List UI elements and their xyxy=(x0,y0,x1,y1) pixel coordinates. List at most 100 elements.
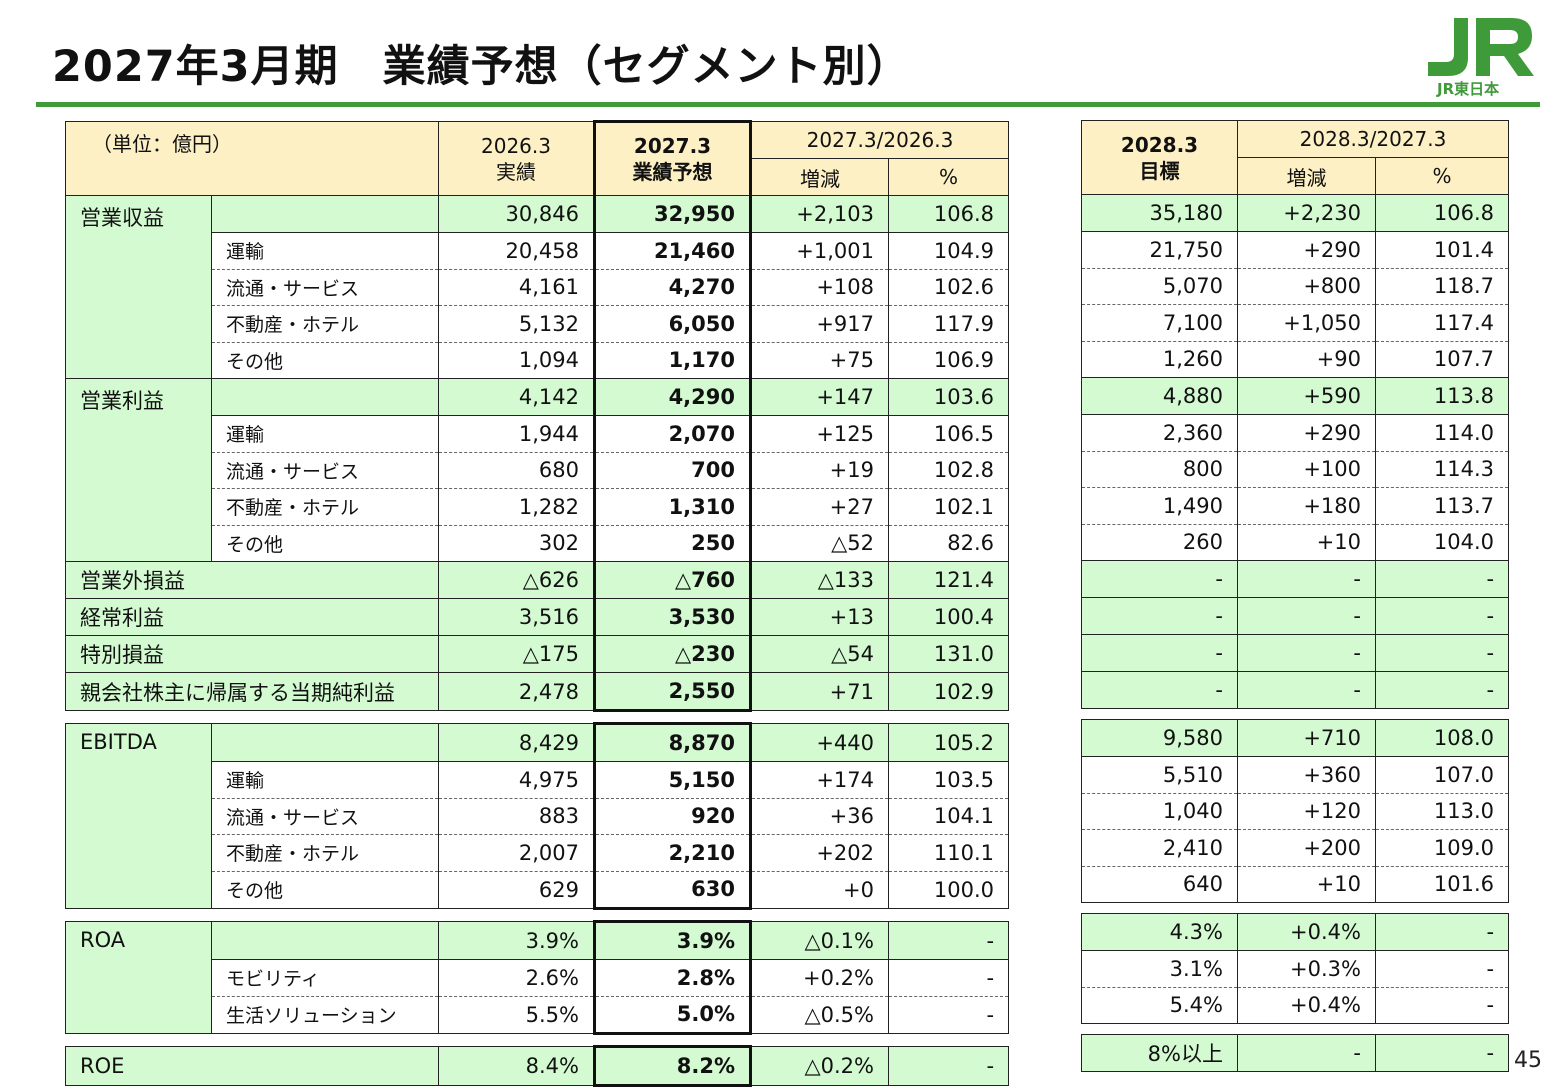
subrow-label: 不動産・ホテル xyxy=(211,834,439,872)
value-diff: +0 xyxy=(750,870,889,909)
forecast-table-fy2027: （単位：億円） 2026.3 実績 2027.3 業績予想 2027.3/2026.3 増減… xyxy=(65,120,1010,1087)
value-diff: +108 xyxy=(750,268,889,306)
value-diff: +200 xyxy=(1237,829,1376,867)
row-label: 経常利益 xyxy=(65,598,439,636)
value-pct: 117.9 xyxy=(887,305,1010,343)
subrow-label: 生活ソリューション xyxy=(211,995,439,1034)
table-subrow: 2,360 +290 114.0 xyxy=(1081,414,1510,452)
value-actual-2026: 8,429 xyxy=(438,723,595,762)
col-2026-kind: 実績 xyxy=(496,159,536,184)
value-actual-2026: 4,975 xyxy=(438,761,595,799)
value-diff: +202 xyxy=(750,834,889,872)
value-pct: 101.6 xyxy=(1374,865,1510,903)
table-row: --- xyxy=(1081,597,1510,635)
value-diff: +590 xyxy=(1237,377,1376,415)
col-2028-kind: 目標 xyxy=(1139,158,1180,183)
value-actual-2026: 3.9% xyxy=(438,921,595,960)
value-actual-2026: 629 xyxy=(438,870,595,909)
table-row: --- xyxy=(1081,671,1510,709)
value-pct: - xyxy=(887,995,1010,1034)
table-subrow: 1,040 +120 113.0 xyxy=(1081,792,1510,830)
value-actual-2026: 2.6% xyxy=(438,959,595,997)
value-pct: 117.4 xyxy=(1374,304,1510,342)
compare-group-header: 2028.3/2027.3 xyxy=(1236,120,1510,158)
row-label-fill xyxy=(211,921,439,960)
value-diff: △0.1% xyxy=(750,921,889,960)
spacer-cell xyxy=(65,710,1009,724)
table-row: 営業外損益 △626 △760 △133 121.4 xyxy=(65,561,1010,599)
table-subrow: その他 1,094 1,170 +75 106.9 xyxy=(66,341,1010,379)
compare-group-header: 2027.3/2026.3 xyxy=(749,121,1010,159)
value-diff: +19 xyxy=(750,451,889,489)
table-subrow: 不動産・ホテル 5,132 6,050 +917 117.9 xyxy=(66,305,1010,343)
value-pct: 82.6 xyxy=(887,524,1010,562)
table-subrow: 生活ソリューション 5.5% 5.0% △0.5% - xyxy=(66,995,1010,1035)
value-actual-2026: △626 xyxy=(438,561,595,599)
value-target-2028: 1,260 xyxy=(1081,340,1238,378)
value-diff: △0.2% xyxy=(750,1046,889,1086)
group-spacer xyxy=(1081,902,1509,914)
value-forecast-2027: 2,210 xyxy=(593,834,752,872)
table-subrow: 2,410 +200 109.0 xyxy=(1081,829,1510,867)
row-label: 営業外損益 xyxy=(65,561,439,599)
table-subrow: 1,260 +90 107.7 xyxy=(1081,340,1510,378)
value-pct: 110.1 xyxy=(887,834,1010,872)
value-pct: 102.6 xyxy=(887,268,1010,306)
value-actual-2026: 2,478 xyxy=(438,672,595,711)
value-diff: +800 xyxy=(1237,267,1376,305)
value-target-2028: 4.3% xyxy=(1081,913,1238,951)
value-pct: 107.0 xyxy=(1374,756,1510,794)
value-pct: - xyxy=(887,921,1010,960)
subheader-row: 増減% xyxy=(1082,157,1510,195)
value-diff: +71 xyxy=(750,672,889,711)
group-spacer xyxy=(65,1033,1009,1047)
value-diff: - xyxy=(1237,1034,1376,1072)
subrow-label: 運輸 xyxy=(211,415,439,453)
table-subrow: 流通・サービス 680 700 +19 102.8 xyxy=(66,451,1010,489)
value-pct: - xyxy=(887,1046,1010,1086)
subrow-label: その他 xyxy=(211,870,439,909)
value-actual-2026: 883 xyxy=(438,797,595,835)
value-diff: +75 xyxy=(750,341,889,379)
value-forecast-2027: 630 xyxy=(593,870,752,910)
value-pct: 103.6 xyxy=(887,378,1010,416)
value-pct: 106.5 xyxy=(887,415,1010,453)
value-forecast-2027: 2,070 xyxy=(593,415,752,453)
value-diff: +13 xyxy=(750,598,889,636)
value-actual-2026: 4,142 xyxy=(438,378,595,416)
value-forecast-2027: 8,870 xyxy=(593,722,752,762)
value-diff: +290 xyxy=(1237,231,1376,269)
value-diff: +27 xyxy=(750,488,889,526)
unit-label: （単位：億円） xyxy=(65,121,439,196)
group-spacer xyxy=(1081,1023,1509,1035)
value-actual-2026: 3,516 xyxy=(438,598,595,636)
spacer-cell xyxy=(1081,1023,1509,1035)
value-pct: 104.0 xyxy=(1374,523,1510,561)
value-pct: 113.7 xyxy=(1374,487,1510,525)
value-target-2028: - xyxy=(1081,671,1238,709)
subrow-label: 運輸 xyxy=(211,232,439,270)
value-target-2028: 5,510 xyxy=(1081,756,1238,794)
value-diff: +290 xyxy=(1237,414,1376,452)
col-2027-header: 2027.3 業績予想 xyxy=(593,120,752,196)
value-forecast-2027: 1,170 xyxy=(593,341,752,379)
subrow-label: モビリティ xyxy=(211,959,439,997)
table-subrow: 5.4% +0.4% - xyxy=(1081,986,1510,1024)
col-2026-header: 2026.3 実績 xyxy=(438,121,595,196)
value-target-2028: 9,580 xyxy=(1081,719,1238,757)
value-forecast-2027: 21,460 xyxy=(593,232,752,270)
value-diff: - xyxy=(1237,597,1376,635)
spacer-cell xyxy=(65,1033,1009,1047)
table-subrow: 640 +10 101.6 xyxy=(1081,865,1510,903)
value-diff: +174 xyxy=(750,761,889,799)
subrow-label: 流通・サービス xyxy=(211,451,439,489)
value-diff: +1,050 xyxy=(1237,304,1376,342)
value-forecast-2027: △760 xyxy=(593,561,752,599)
value-target-2028: 3.1% xyxy=(1081,950,1238,988)
col-2027-kind: 業績予想 xyxy=(632,160,713,184)
pct-header: % xyxy=(887,158,1010,196)
value-diff: +36 xyxy=(750,797,889,835)
row-label: 営業収益 xyxy=(65,195,212,379)
table-row: --- xyxy=(1081,634,1510,672)
value-pct: - xyxy=(1374,950,1510,988)
